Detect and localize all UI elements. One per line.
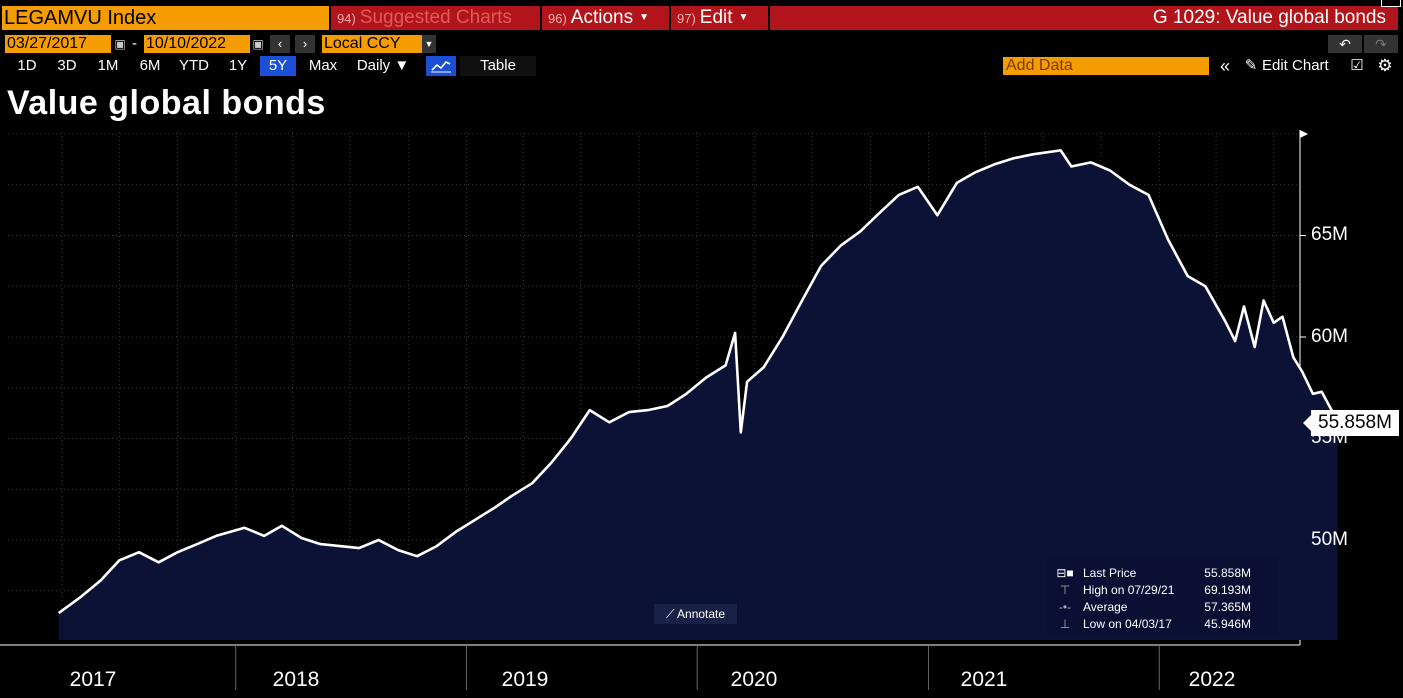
annotate-label: Annotate [677, 607, 726, 621]
legend-swatch-icon: ⊟■ [1056, 566, 1074, 580]
chart-title: Value global bonds [7, 84, 326, 122]
legend-value: 57.365M [1204, 600, 1251, 614]
calendar-icon[interactable]: ▣ [114, 37, 126, 51]
dropdown-icon: ▼ [738, 12, 749, 23]
x-tick-label: 2018 [272, 668, 320, 691]
edit-number: 97) [677, 11, 696, 27]
y-tick-label: 50M [1311, 529, 1348, 550]
chart-legend[interactable]: ⊟■ Last Price 55.858M ⊤ High on 07/29/21… [1047, 557, 1277, 635]
area-fill [58, 150, 1338, 640]
range-1y-button[interactable]: 1Y [228, 57, 248, 74]
start-date-field[interactable]: 03/27/2017 [5, 35, 111, 53]
ticker-field[interactable]: LEGAMVU Index [2, 6, 329, 30]
frequency-select[interactable]: Daily ▼ [356, 57, 410, 74]
legend-label: Average [1083, 600, 1128, 614]
table-button[interactable]: Table [460, 56, 536, 76]
range-max-button[interactable]: Max [308, 57, 338, 74]
last-price-pointer [1303, 415, 1311, 431]
legend-label: Low on 04/03/17 [1083, 617, 1172, 631]
x-tick-label: 2019 [501, 668, 549, 691]
add-data-input[interactable]: Add Data [1003, 57, 1209, 75]
actions-menu[interactable]: 96) Actions ▼ [542, 6, 669, 30]
edit-table-icon[interactable]: ☑ [1350, 57, 1364, 74]
dropdown-icon[interactable]: ▼ [422, 35, 436, 53]
legend-value: 69.193M [1204, 583, 1251, 597]
range-3d-button[interactable]: 3D [57, 57, 77, 74]
legend-value: 55.858M [1204, 566, 1251, 580]
undo-icon[interactable]: ↶ [1328, 35, 1362, 53]
legend-value: 45.946M [1204, 617, 1251, 631]
range-5y-button[interactable]: 5Y [260, 56, 296, 76]
x-tick-label: 2021 [960, 668, 1008, 691]
annotate-button[interactable]: ⟋ Annotate [654, 604, 737, 624]
annotate-pencil-icon: ⟋ [665, 607, 678, 621]
legend-row-low: ⊥ Low on 04/03/17 45.946M [1047, 616, 1277, 633]
edit-label: Edit [699, 7, 733, 29]
series-line [57, 149, 1339, 615]
range-1d-button[interactable]: 1D [17, 57, 37, 74]
y-tick-label: 60M [1311, 326, 1348, 347]
x-tick-label: 2020 [730, 668, 778, 691]
currency-select[interactable]: Local CCY [322, 35, 422, 53]
calendar-icon[interactable]: ▣ [252, 37, 264, 51]
high-marker-icon: ⊤ [1059, 583, 1071, 597]
x-tick-label: 2017 [69, 668, 117, 691]
date-separator: - [132, 35, 137, 52]
pencil-icon: ✎ [1244, 57, 1258, 74]
x-tick-label: 2022 [1188, 668, 1236, 691]
range-6m-button[interactable]: 6M [139, 57, 161, 74]
suggested-charts-label: Suggested Charts [359, 7, 512, 28]
suggested-charts-button[interactable]: 94) Suggested Charts [331, 6, 540, 30]
redo-icon[interactable]: ↷ [1364, 35, 1398, 53]
legend-row-high: ⊤ High on 07/29/21 69.193M [1047, 582, 1277, 599]
end-date-field[interactable]: 10/10/2022 [144, 35, 250, 53]
actions-number: 96) [548, 11, 567, 27]
edit-menu[interactable]: 97) Edit ▼ [671, 6, 768, 30]
range-ytd-button[interactable]: YTD [179, 57, 209, 74]
collapse-icon[interactable]: « [1219, 56, 1230, 76]
window-title: G 1029: Value global bonds [770, 6, 1398, 30]
chevron-left-icon[interactable]: ‹ [270, 35, 290, 53]
gear-icon[interactable]: ⚙ [1377, 56, 1393, 75]
edit-chart-button[interactable]: Edit Chart [1262, 57, 1329, 74]
range-1m-button[interactable]: 1M [97, 57, 119, 74]
maximize-icon[interactable] [1381, 0, 1401, 7]
y-tick-label: 65M [1311, 224, 1348, 245]
last-price-label: 55.858M [1311, 410, 1399, 436]
chevron-right-icon[interactable]: › [295, 35, 315, 53]
legend-row-average: -•- Average 57.365M [1047, 599, 1277, 616]
dropdown-icon: ▼ [639, 12, 650, 23]
actions-label: Actions [570, 7, 634, 29]
legend-row-last-price: ⊟■ Last Price 55.858M [1047, 565, 1277, 582]
suggested-charts-number: 94) [337, 11, 356, 26]
line-chart-icon[interactable] [426, 56, 456, 76]
low-marker-icon: ⊥ [1059, 617, 1071, 631]
legend-label: Last Price [1083, 566, 1137, 580]
legend-label: High on 07/29/21 [1083, 583, 1175, 597]
axis-arrow [1300, 130, 1308, 138]
average-marker-icon: -•- [1058, 600, 1072, 614]
